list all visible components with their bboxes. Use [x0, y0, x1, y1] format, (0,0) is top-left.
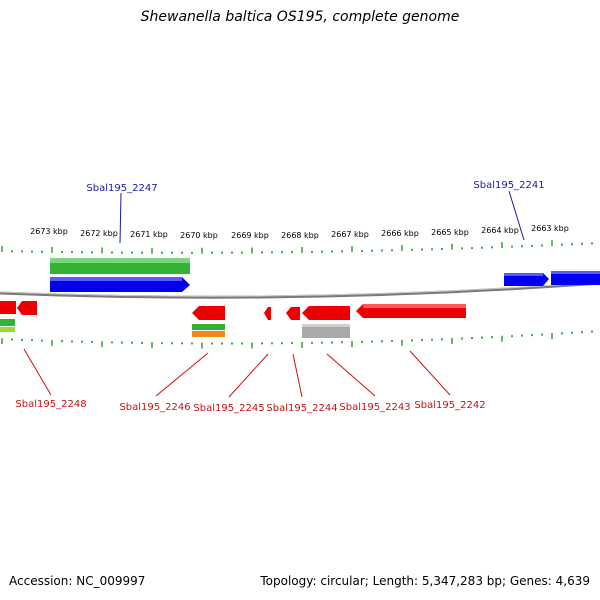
gene-label-sbal195-2245[interactable]: Sbal195_2245 [193, 403, 264, 414]
kbp-label: 2672 kbp [80, 229, 118, 238]
kbp-label: 2665 kbp [431, 228, 469, 237]
gene-label-sbal195-2242[interactable]: Sbal195_2242 [414, 400, 485, 411]
lime-feature-left[interactable] [0, 327, 15, 332]
gene-arrow-sbal195-2241-b[interactable] [551, 271, 600, 285]
scale-ticks-bottom [1, 330, 593, 349]
gene-label-sbal195-2246[interactable]: Sbal195_2246 [119, 402, 190, 413]
kbp-label: 2663 kbp [531, 224, 569, 233]
leader-line-2242 [409, 350, 451, 396]
gene-label-sbal195-2247[interactable]: Sbal195_2247 [86, 183, 157, 194]
kbp-label: 2669 kbp [231, 231, 269, 240]
orange-feature-2246[interactable] [192, 331, 225, 337]
gene-label-sbal195-2243[interactable]: Sbal195_2243 [339, 402, 410, 413]
gene-label-sbal195-2241[interactable]: Sbal195_2241 [473, 180, 544, 191]
kbp-label: 2666 kbp [381, 229, 419, 238]
kbp-label: 2667 kbp [331, 230, 369, 239]
genome-backbone [0, 281, 600, 299]
kbp-label: 2664 kbp [481, 226, 519, 235]
leader-line-2244 [292, 353, 303, 398]
gene-label-sbal195-2244[interactable]: Sbal195_2244 [266, 403, 337, 414]
gene-arrow-sbal195-2248-b[interactable] [17, 301, 37, 315]
green-feature-2246[interactable] [192, 324, 225, 330]
gene-arrow-sbal195-2243[interactable] [302, 306, 350, 320]
gene-arrow-sbal195-2241-a[interactable] [504, 273, 549, 286]
leader-line-2247 [119, 192, 122, 244]
gene-arrow-sbal195-2244[interactable] [286, 307, 300, 320]
kbp-label: 2673 kbp [30, 227, 68, 236]
leader-line-2246 [155, 352, 209, 397]
leader-line-2243 [326, 353, 376, 397]
map-title: Shewanella baltica OS195, complete genom… [140, 9, 460, 25]
gene-label-sbal195-2248[interactable]: Sbal195_2248 [15, 399, 86, 410]
kbp-label: 2671 kbp [130, 230, 168, 239]
scale-ticks-top [1, 240, 593, 254]
leader-line-2245 [228, 353, 269, 398]
green-feature-left[interactable] [0, 319, 15, 326]
accession-text: Accession: NC_009997 [9, 574, 146, 588]
gene-arrow-sbal195-2246[interactable] [192, 306, 225, 320]
kbp-label: 2668 kbp [281, 231, 319, 240]
genome-summary-text: Topology: circular; Length: 5,347,283 bp… [260, 574, 590, 588]
kbp-label: 2670 kbp [180, 231, 218, 240]
leader-line-2248 [23, 348, 52, 396]
gene-arrow-sbal195-2248-a[interactable] [0, 301, 16, 314]
leader-line-2241 [508, 190, 525, 241]
gray-feature-2243[interactable] [302, 324, 350, 338]
gene-arrow-sbal195-2245[interactable] [264, 307, 271, 320]
